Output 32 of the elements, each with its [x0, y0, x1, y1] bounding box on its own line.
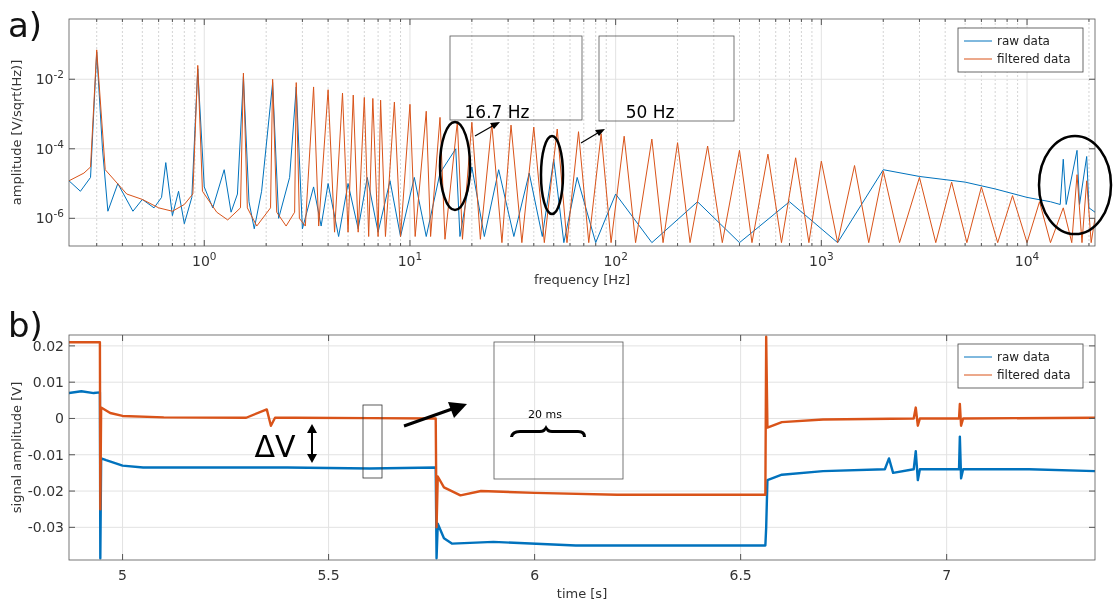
x-axis-title: time [s] — [556, 586, 608, 601]
y-axis-title: signal amplitude [V] — [9, 381, 24, 514]
legend-label: raw data — [997, 34, 1050, 48]
line-series — [69, 335, 1095, 529]
annotation: 50 Hz — [625, 102, 675, 122]
legend-label: filtered data — [997, 52, 1071, 66]
x-tick-label: 10$^{3}$ — [809, 250, 834, 269]
y-tick-label: -0.01 — [27, 446, 64, 463]
annotation: 16.7 Hz — [464, 102, 530, 122]
chart-title: a) — [8, 5, 43, 45]
x-tick-label: 5 — [118, 567, 128, 583]
x-tick-label: 6.5 — [729, 567, 752, 583]
y-tick-label: 10$^{-4}$ — [35, 137, 65, 157]
x-tick-label: 5.5 — [317, 567, 340, 583]
y-tick-label: -0.03 — [27, 519, 64, 536]
x-tick-label: 10$^{2}$ — [603, 250, 628, 269]
y-tick-label: 10$^{-6}$ — [35, 207, 65, 227]
x-tick-label: 6 — [530, 567, 540, 583]
x-tick-label: 10$^{0}$ — [192, 250, 217, 269]
x-axis-title: frequency [Hz] — [533, 272, 631, 287]
annotation: 20 ms — [528, 408, 563, 421]
x-tick-label: 10$^{4}$ — [1014, 250, 1040, 269]
y-tick-label: 0 — [55, 410, 64, 427]
legend-label: filtered data — [997, 368, 1071, 382]
y-axis-title: amplitude [V/sqrt(Hz)] — [9, 59, 24, 206]
y-tick-label: 0.01 — [32, 374, 64, 391]
annotation: ΔV — [254, 429, 296, 464]
x-tick-label: 10$^{1}$ — [397, 250, 423, 269]
legend-label: raw data — [997, 350, 1050, 364]
y-tick-label: -0.02 — [27, 483, 64, 500]
y-tick-label: 10$^{-2}$ — [35, 68, 64, 88]
x-tick-label: 7 — [942, 567, 952, 583]
